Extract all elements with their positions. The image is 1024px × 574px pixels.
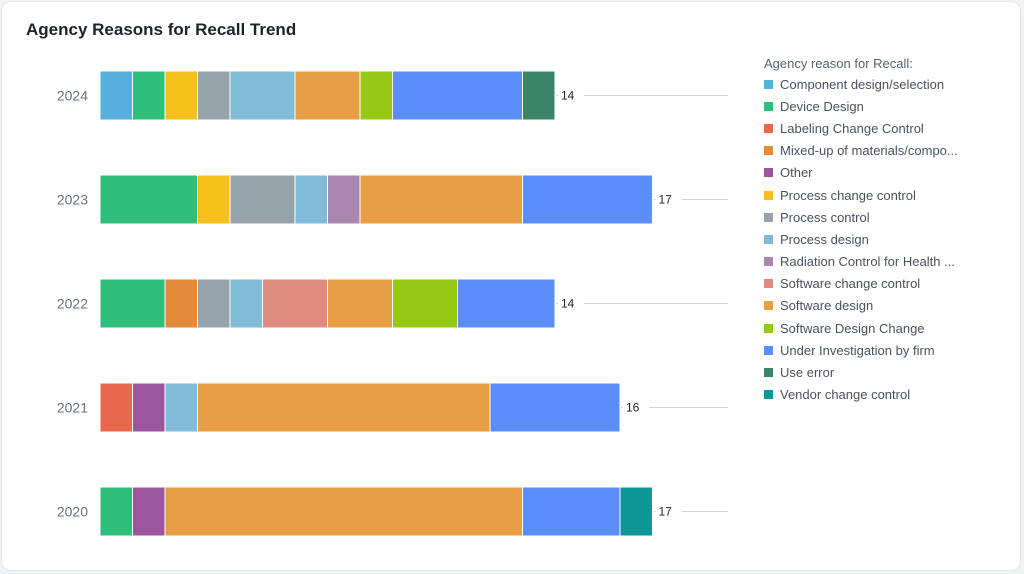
legend-label: Software change control — [780, 276, 920, 291]
legend-item[interactable]: Process control — [764, 206, 1014, 228]
y-tick-label: 2024 — [57, 88, 88, 104]
bar-segment — [393, 71, 523, 120]
legend-item[interactable]: Process design — [764, 228, 1014, 250]
bar-segment — [295, 71, 360, 120]
bar-segment — [165, 279, 198, 328]
bar-segment — [295, 175, 328, 224]
bar-segment — [133, 487, 166, 536]
legend-swatch — [764, 102, 773, 111]
legend-item[interactable]: Labeling Change Control — [764, 117, 1014, 139]
legend-item[interactable]: Vendor change control — [764, 384, 1014, 406]
legend-label: Mixed-up of materials/compo... — [780, 143, 958, 158]
legend-swatch — [764, 124, 773, 133]
bar-segment — [393, 279, 458, 328]
legend-item[interactable]: Process change control — [764, 184, 1014, 206]
bar-segment — [100, 487, 133, 536]
legend-label: Process control — [780, 210, 870, 225]
bar-segment — [100, 175, 198, 224]
legend-swatch — [764, 346, 773, 355]
bar-segment — [198, 71, 231, 120]
legend-swatch — [764, 301, 773, 310]
legend-label: Vendor change control — [780, 387, 910, 402]
legend-item[interactable]: Radiation Control for Health ... — [764, 251, 1014, 273]
total-label: 16 — [626, 401, 640, 415]
y-tick-label: 2022 — [57, 296, 88, 312]
legend-label: Process change control — [780, 188, 916, 203]
legend-label: Use error — [780, 365, 834, 380]
y-tick-label: 2023 — [57, 192, 88, 208]
legend-label: Software design — [780, 298, 873, 313]
total-label: 14 — [561, 89, 575, 103]
legend-label: Device Design — [780, 99, 864, 114]
legend-label: Labeling Change Control — [780, 121, 924, 136]
bar-segment — [230, 175, 295, 224]
bar-segment — [100, 279, 165, 328]
legend-label: Component design/selection — [780, 77, 944, 92]
bar-segment — [458, 279, 556, 328]
legend-swatch — [764, 257, 773, 266]
legend-item[interactable]: Use error — [764, 361, 1014, 383]
bar-segment — [523, 487, 621, 536]
legend-item[interactable]: Software change control — [764, 273, 1014, 295]
legend-item[interactable]: Other — [764, 162, 1014, 184]
legend-label: Other — [780, 165, 813, 180]
legend-label: Process design — [780, 232, 869, 247]
bar-segment — [198, 175, 231, 224]
legend-item[interactable]: Component design/selection — [764, 73, 1014, 95]
legend-swatch — [764, 191, 773, 200]
bar-segment — [263, 279, 328, 328]
legend-swatch — [764, 324, 773, 333]
total-label: 17 — [659, 193, 673, 207]
bar-segment — [100, 71, 133, 120]
legend-items: Component design/selection Device Design L… — [764, 73, 1014, 406]
legend-swatch — [764, 80, 773, 89]
legend-item[interactable]: Software design — [764, 295, 1014, 317]
legend-swatch — [764, 168, 773, 177]
bar-segment — [328, 175, 361, 224]
bar-segment — [165, 71, 198, 120]
legend-swatch — [764, 213, 773, 222]
legend-label: Radiation Control for Health ... — [780, 254, 955, 269]
y-tick-label: 2021 — [57, 400, 88, 416]
legend-swatch — [764, 279, 773, 288]
bar-segment — [230, 279, 263, 328]
bar-segment — [523, 175, 653, 224]
y-tick-label: 2020 — [57, 504, 88, 520]
total-label: 17 — [659, 505, 673, 519]
bar-segment — [198, 383, 491, 432]
legend-item[interactable]: Mixed-up of materials/compo... — [764, 140, 1014, 162]
bar-segment — [100, 383, 133, 432]
legend-label: Software Design Change — [780, 321, 925, 336]
bar-segment — [198, 279, 231, 328]
legend-title: Agency reason for Recall: — [764, 54, 1014, 73]
bar-segment — [328, 279, 393, 328]
chart-legend: Agency reason for Recall: Component desi… — [764, 54, 1014, 406]
bar-segment — [230, 71, 295, 120]
legend-swatch — [764, 146, 773, 155]
bar-segment — [490, 383, 620, 432]
total-label: 14 — [561, 297, 575, 311]
legend-swatch — [764, 235, 773, 244]
bar-segment — [523, 71, 556, 120]
legend-item[interactable]: Software Design Change — [764, 317, 1014, 339]
legend-swatch — [764, 390, 773, 399]
legend-item[interactable]: Device Design — [764, 95, 1014, 117]
bar-segment — [360, 71, 393, 120]
bar-segment — [620, 487, 653, 536]
bar-segment — [133, 71, 166, 120]
legend-label: Under Investigation by firm — [780, 343, 935, 358]
bar-segment — [165, 487, 523, 536]
legend-item[interactable]: Under Investigation by firm — [764, 339, 1014, 361]
bar-segment — [133, 383, 166, 432]
bar-segment — [360, 175, 523, 224]
bar-segment — [165, 383, 198, 432]
legend-swatch — [764, 368, 773, 377]
